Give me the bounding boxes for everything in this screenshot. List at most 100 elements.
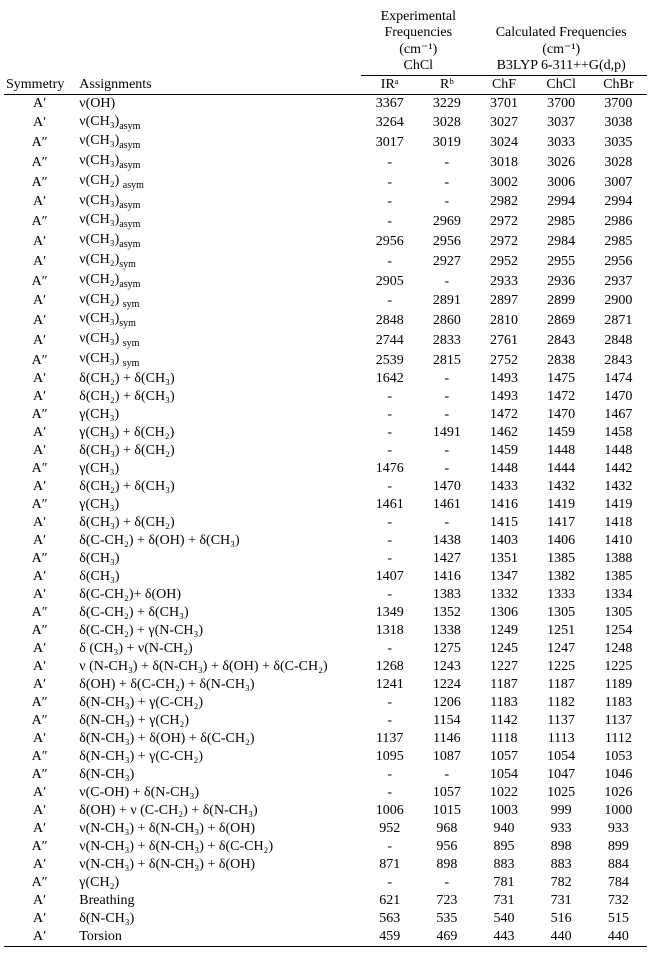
table-row: A″γ(CH₃)14611461141614191419 (4, 496, 647, 514)
cell-symmetry: A′ (4, 892, 75, 910)
cell-symmetry: A′ (4, 910, 75, 928)
cell-chf: 2897 (475, 291, 532, 311)
cell-chcl: 440 (533, 928, 590, 947)
cell-chf: 1183 (475, 694, 532, 712)
cell-assignment: ν(N-CH₃) + δ(N-CH₃) + δ(OH) (75, 856, 361, 874)
table-row: A″δ(C-CH₂) + δ(CH₃)13491352130613051305 (4, 604, 647, 622)
cell-r: - (418, 370, 475, 388)
cell-chbr: 784 (590, 874, 647, 892)
cell-chbr: 1432 (590, 478, 647, 496)
cell-r: 2860 (418, 310, 475, 330)
cell-assignment: δ(CH₃) + δ(CH₂) (75, 442, 361, 460)
cell-assignment: δ(N-CH₃) (75, 910, 361, 928)
cell-assignment: δ(OH) + ν (C-CH₂) + δ(N-CH₃) (75, 802, 361, 820)
cell-ir: 952 (361, 820, 418, 838)
cell-symmetry: A″ (4, 172, 75, 192)
cell-symmetry: A″ (4, 748, 75, 766)
cell-chf: 3701 (475, 94, 532, 113)
cell-chcl: 1047 (533, 766, 590, 784)
cell-chcl: 2984 (533, 231, 590, 251)
cell-ir: 2848 (361, 310, 418, 330)
cell-ir: 621 (361, 892, 418, 910)
cell-chcl: 1187 (533, 676, 590, 694)
table-row: A′δ(OH) + δ(C-CH₂) + δ(N-CH₃)12411224118… (4, 676, 647, 694)
cell-r: 3019 (418, 132, 475, 152)
cell-chcl: 2843 (533, 330, 590, 350)
table-row: A″ν(CH₃)asym-2969297229852986 (4, 211, 647, 231)
cell-chcl: 3006 (533, 172, 590, 192)
header-chbr: ChBr (590, 75, 647, 94)
table-row: A′δ(C-CH₂)+ δ(OH)-1383133213331334 (4, 586, 647, 604)
cell-ir: - (361, 478, 418, 496)
cell-ir: 1476 (361, 460, 418, 478)
table-header: Symmetry Assignments Experimental Freque… (4, 8, 647, 94)
header-assignments: Assignments (75, 8, 361, 94)
cell-chcl: 3033 (533, 132, 590, 152)
cell-ir: - (361, 784, 418, 802)
cell-symmetry: A′ (4, 586, 75, 604)
cell-chf: 2952 (475, 251, 532, 271)
cell-assignment: γ(CH₃) (75, 406, 361, 424)
cell-symmetry: A′ (4, 784, 75, 802)
cell-chcl: 1382 (533, 568, 590, 586)
cell-symmetry: A′ (4, 820, 75, 838)
cell-chbr: 1385 (590, 568, 647, 586)
cell-chcl: 1385 (533, 550, 590, 568)
cell-r: 2833 (418, 330, 475, 350)
header-chf: ChF (475, 75, 532, 94)
cell-assignment: ν(CH₃)sym (75, 310, 361, 330)
table-row: A′ν(CH₂)sym-2927295229552956 (4, 251, 647, 271)
table-row: A″ν(CH₃)asym--301830263028 (4, 152, 647, 172)
cell-chbr: 1474 (590, 370, 647, 388)
cell-symmetry: A′ (4, 330, 75, 350)
cell-assignment: δ(N-CH₃) + γ(C-CH₂) (75, 694, 361, 712)
cell-chbr: 2986 (590, 211, 647, 231)
cell-ir: 2905 (361, 271, 418, 291)
cell-chcl: 1470 (533, 406, 590, 424)
cell-assignment: γ(CH₃) (75, 496, 361, 514)
cell-r: 723 (418, 892, 475, 910)
cell-ir: 1095 (361, 748, 418, 766)
cell-chcl: 1419 (533, 496, 590, 514)
cell-symmetry: A″ (4, 694, 75, 712)
cell-chbr: 1470 (590, 388, 647, 406)
cell-chbr: 899 (590, 838, 647, 856)
cell-chf: 1403 (475, 532, 532, 550)
cell-chbr: 732 (590, 892, 647, 910)
cell-chbr: 1467 (590, 406, 647, 424)
cell-symmetry: A′ (4, 730, 75, 748)
table-row: A″δ(C-CH₂) + γ(N-CH₃)1318133812491251125… (4, 622, 647, 640)
cell-r: - (418, 271, 475, 291)
cell-symmetry: A″ (4, 350, 75, 370)
cell-ir: - (361, 152, 418, 172)
cell-chf: 1416 (475, 496, 532, 514)
cell-chcl: 3026 (533, 152, 590, 172)
cell-ir: 2539 (361, 350, 418, 370)
cell-chbr: 1248 (590, 640, 647, 658)
cell-chf: 1332 (475, 586, 532, 604)
cell-chbr: 1418 (590, 514, 647, 532)
cell-assignment: ν(CH₃)asym (75, 231, 361, 251)
cell-chf: 895 (475, 838, 532, 856)
cell-assignment: δ(N-CH₃) (75, 766, 361, 784)
cell-symmetry: A″ (4, 766, 75, 784)
cell-chbr: 1458 (590, 424, 647, 442)
cell-assignment: ν (N-CH₃) + δ(N-CH₃) + δ(OH) + δ(C-CH₂) (75, 658, 361, 676)
table-row: A″ν(CH₂)asym2905-293329362937 (4, 271, 647, 291)
cell-symmetry: A′ (4, 478, 75, 496)
cell-chf: 1245 (475, 640, 532, 658)
cell-chcl: 3037 (533, 113, 590, 133)
cell-chf: 2933 (475, 271, 532, 291)
cell-chcl: 1333 (533, 586, 590, 604)
cell-ir: - (361, 550, 418, 568)
cell-chcl: 2838 (533, 350, 590, 370)
cell-assignment: ν(N-CH₃) + δ(N-CH₃) + δ(C-CH₂) (75, 838, 361, 856)
cell-ir: - (361, 424, 418, 442)
cell-ir: - (361, 712, 418, 730)
cell-chf: 1462 (475, 424, 532, 442)
cell-r: - (418, 172, 475, 192)
cell-r: 1275 (418, 640, 475, 658)
cell-assignment: δ(CH₂) + δ(CH₃) (75, 388, 361, 406)
header-symmetry: Symmetry (4, 8, 75, 94)
cell-chbr: 1026 (590, 784, 647, 802)
